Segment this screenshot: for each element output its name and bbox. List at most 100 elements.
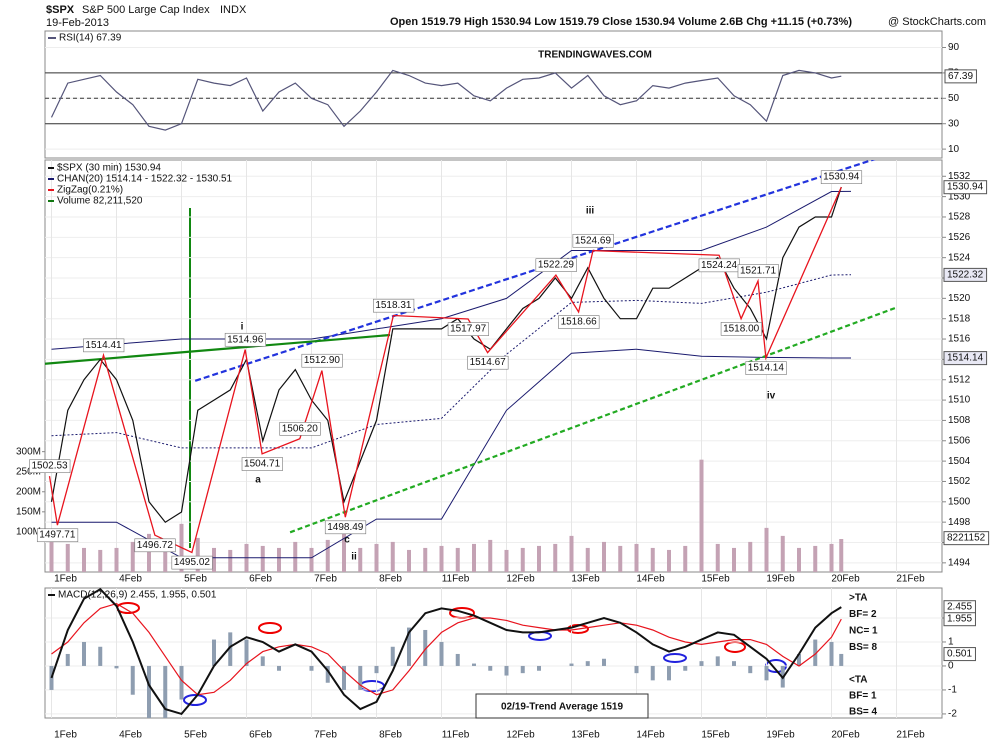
x-tick-label: 20Feb	[831, 730, 860, 741]
volume-tick-label: 100M	[16, 527, 41, 538]
wave-label: a	[255, 475, 261, 486]
y-tick-label: -2	[948, 709, 957, 720]
pivot-label-box	[572, 233, 614, 248]
volume-bar	[374, 543, 379, 572]
volume-bar	[829, 543, 834, 572]
volume-bar	[114, 547, 119, 572]
pivot-label-box	[301, 353, 343, 368]
x-tick-label: 14Feb	[636, 730, 665, 741]
x-tick-label: 15Feb	[701, 730, 730, 741]
pivot-label: 1504.71	[244, 459, 281, 470]
axis-value-box	[943, 351, 988, 366]
pivot-label: 1518.31	[375, 300, 412, 311]
y-tick-label: 1508	[948, 415, 971, 426]
axis-value-box	[943, 180, 988, 195]
volume-bar	[504, 549, 509, 572]
signal-line	[51, 602, 842, 696]
volume-bar	[715, 543, 720, 572]
legend-label: Volume 82,211,520	[57, 196, 143, 207]
x-tick-label: 8Feb	[379, 730, 402, 741]
histogram-bar	[472, 663, 476, 666]
y-tick-label: 30	[948, 118, 960, 129]
rsi-plot	[45, 47, 942, 150]
pivot-label-box	[745, 361, 787, 375]
histogram-bar	[602, 658, 606, 666]
watermark: TRENDINGWAVES.COM	[538, 50, 652, 61]
histogram-bar	[455, 653, 460, 666]
axis-value-label: 0.501	[947, 649, 972, 660]
pivot-label: 1495.02	[174, 557, 211, 568]
histogram-bar	[325, 665, 330, 683]
volume-bar	[780, 535, 785, 572]
histogram-bar	[179, 665, 184, 700]
pivot-label: 1517.97	[450, 324, 487, 335]
pivot-label-box	[467, 355, 509, 370]
pivot-label: 1506.20	[282, 423, 319, 434]
x-tick-label: 1Feb	[54, 730, 77, 741]
pivot-label: 1514.96	[227, 334, 264, 345]
volume-bar	[407, 549, 411, 572]
symbol-name: S&P 500 Large Cap Index	[82, 4, 210, 16]
volume-bar	[423, 547, 428, 572]
axis-value-label: 8221152	[947, 533, 986, 544]
histogram-bar	[813, 639, 818, 666]
x-tick-label: 13Feb	[571, 574, 600, 585]
channel-middle	[51, 274, 852, 449]
pivot-label: 1497.71	[39, 530, 76, 541]
x-tick-label: 15Feb	[701, 574, 730, 585]
pivot-label: 1502.53	[31, 461, 68, 472]
y-tick-label: -1	[948, 685, 957, 696]
volume-bar	[472, 543, 476, 572]
x-tick-label: 21Feb	[896, 730, 925, 741]
histogram-bar	[488, 665, 493, 671]
x-tick-label: 1Feb	[54, 574, 77, 585]
y-tick-label: 1	[948, 637, 954, 648]
volume-tick-label: 250M	[16, 466, 41, 477]
y-tick-label: 1500	[948, 496, 971, 507]
pivot-label: 1524.24	[701, 260, 738, 271]
histogram-bar	[439, 641, 444, 666]
volume-bar	[748, 541, 753, 572]
legend-label: ZigZag(0.21%)	[57, 185, 123, 196]
x-tick-label: 14Feb	[636, 574, 665, 585]
x-tick-label: 11Feb	[442, 730, 470, 741]
histogram-bar	[650, 665, 655, 681]
volume-bar	[683, 545, 688, 572]
histogram-bar	[130, 665, 135, 695]
price-frame	[44, 159, 943, 573]
volume-bar	[813, 545, 818, 572]
pivot-label: 1521.71	[740, 266, 777, 277]
trend-text: 02/19-Trend Average 1519	[501, 702, 624, 713]
volume-bar	[277, 547, 281, 572]
y-tick-label: 1510	[948, 395, 971, 406]
annotation: <TA	[849, 675, 867, 686]
y-tick-label: 50	[948, 93, 960, 104]
legend-label: CHAN(20) 1514.14 - 1522.32 - 1530.51	[57, 174, 233, 185]
volume-bar	[195, 537, 200, 572]
histogram-bar	[277, 665, 281, 671]
y-tick-label: 90	[948, 42, 960, 53]
histogram-bar	[829, 641, 834, 666]
x-tick-label: 7Feb	[314, 574, 337, 585]
volume-tick-label: 200M	[16, 486, 41, 497]
histogram-bar	[212, 639, 216, 666]
histogram-bar	[797, 653, 801, 666]
axis-value-box	[943, 267, 988, 282]
volume-bar	[260, 545, 265, 572]
y-tick-label: 1532	[948, 171, 971, 182]
pivot-label-box	[134, 538, 176, 553]
histogram-bar	[423, 629, 428, 666]
axis-value-label: 1514.14	[947, 353, 984, 364]
volume-bar	[228, 549, 233, 572]
x-tick-label: 4Feb	[119, 730, 142, 741]
marker-ellipse	[663, 653, 687, 663]
pivot-label: 1514.41	[85, 340, 122, 351]
histogram-bar	[764, 665, 769, 681]
volume-bar	[797, 547, 801, 572]
y-tick-label: 1518	[948, 313, 971, 324]
volume-bar	[455, 547, 460, 572]
y-tick-label: 1504	[948, 456, 971, 467]
y-tick-label: 1530	[948, 191, 971, 202]
legend-label: $SPX (30 min) 1530.94	[57, 163, 161, 174]
pivot-label-box	[29, 459, 71, 474]
